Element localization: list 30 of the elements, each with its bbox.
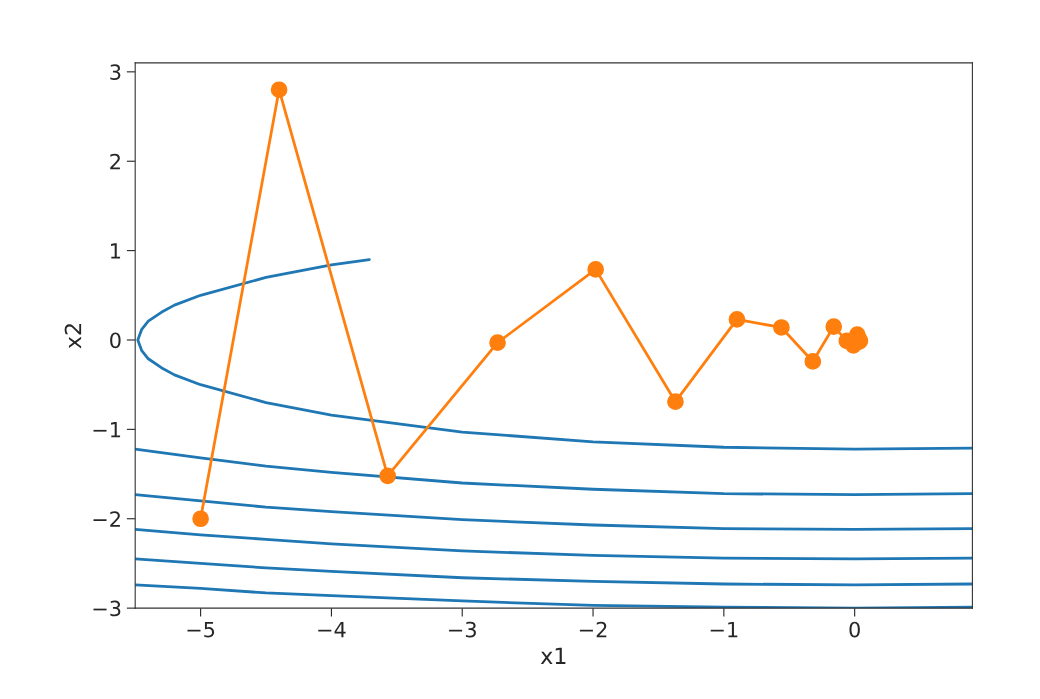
y-tick-label: −3: [93, 600, 121, 617]
point: [773, 319, 790, 336]
y-tick-label: 0: [110, 332, 121, 349]
point: [270, 81, 288, 99]
line-series: [135, 493, 973, 531]
line-series: [136, 258, 973, 451]
x-tick-label: −5: [187, 621, 215, 638]
point: [192, 510, 209, 528]
y-tick-label: 1: [111, 243, 121, 259]
x-tick-label: 0: [849, 621, 860, 638]
y-tick-label: −2: [93, 511, 120, 527]
y-tick-label: 3: [110, 64, 121, 81]
point: [667, 393, 684, 410]
x-tick-label: −1: [710, 621, 738, 638]
x-tick-label: −4: [318, 621, 346, 638]
point: [825, 318, 843, 335]
y-tick-label: −1: [93, 422, 121, 438]
point: [804, 353, 822, 370]
line-series: [135, 557, 973, 587]
point: [489, 334, 506, 352]
line-series: [135, 447, 973, 497]
point: [379, 467, 397, 485]
line-series: [135, 528, 973, 561]
point: [587, 261, 604, 278]
x-axis-title: x1: [540, 647, 566, 664]
x-tick-label: −3: [449, 621, 476, 638]
point: [728, 311, 746, 328]
y-tick-label: 2: [110, 153, 120, 170]
y-axis-title: x2: [64, 324, 82, 349]
x-tick-label: −2: [579, 621, 607, 638]
